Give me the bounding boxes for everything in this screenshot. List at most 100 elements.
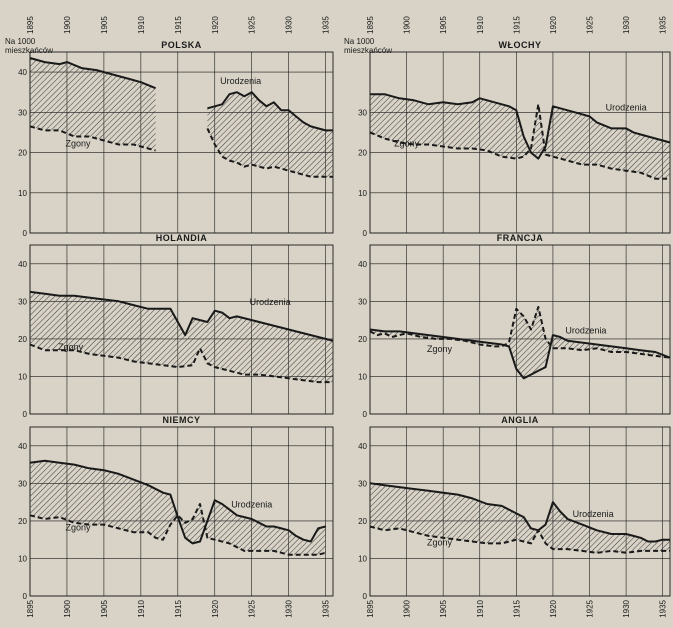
x-tick-label: 1895 [26, 16, 35, 34]
panel-title: WŁOCHY [499, 40, 542, 50]
hatched-area [207, 92, 333, 177]
panel-title: POLSKA [161, 40, 202, 50]
series-label: Urodzenia [231, 500, 272, 510]
y-tick-label: 10 [18, 554, 27, 563]
hatched-area [30, 291, 333, 383]
y-tick-label: 0 [363, 410, 368, 419]
y-tick-label: 0 [23, 410, 28, 419]
series-label: Zgony [427, 344, 453, 354]
series-label: Zgony [58, 342, 84, 352]
series-line-zgony [369, 103, 670, 180]
y-tick-label: 10 [18, 189, 27, 198]
x-tick-label: 1925 [586, 16, 595, 34]
series-label: Urodzenia [573, 509, 614, 519]
chart-panel: POLSKA 1895 1900 1905 1910 1915 1920 1925 1930 19… [18, 16, 334, 238]
x-tick-label: 1910 [137, 599, 146, 617]
unit-label-left-line2: mieszkańców [5, 46, 53, 55]
series-label: Zgony [66, 522, 92, 532]
x-tick-label: 1925 [586, 599, 595, 617]
y-tick-label: 0 [363, 592, 368, 601]
y-tick-label: 10 [18, 372, 27, 381]
x-tick-label: 1905 [439, 16, 448, 34]
x-tick-label: 1925 [248, 599, 257, 617]
hatched-area [370, 94, 670, 179]
unit-label-right-line1: Na 1000 [344, 37, 375, 46]
x-tick-label: 1920 [211, 16, 220, 34]
x-tick-label: 1935 [322, 16, 331, 34]
series-label: Urodzenia [565, 325, 606, 335]
y-tick-label: 20 [358, 517, 367, 526]
y-tick-label: 30 [358, 297, 367, 306]
y-tick-label: 0 [363, 229, 368, 238]
x-tick-label: 1900 [63, 599, 72, 617]
series-label: Urodzenia [606, 102, 647, 112]
x-tick-label: 1915 [512, 16, 521, 34]
x-tick-label: 1930 [285, 599, 294, 617]
panel-title: FRANCJA [497, 233, 544, 243]
y-tick-label: 30 [18, 297, 27, 306]
x-tick-label: 1930 [622, 599, 631, 617]
panel-title: NIEMCY [162, 415, 200, 425]
series-line-zgony [369, 306, 671, 359]
y-tick-label: 30 [18, 479, 27, 488]
y-tick-label: 10 [358, 372, 367, 381]
chart-panels: POLSKA 1895 1900 1905 1910 1915 1920 1925 1930 19… [18, 16, 671, 618]
x-tick-label: 1910 [476, 599, 485, 617]
y-tick-label: 40 [18, 442, 27, 451]
x-tick-label: 1915 [174, 599, 183, 617]
series-line-zgony [369, 525, 670, 554]
x-tick-label: 1905 [100, 599, 109, 617]
series-label: Zgony [66, 139, 92, 149]
y-tick-label: 20 [18, 517, 27, 526]
chart-panel: NIEMCY 1895 1900 1905 1910 1915 1920 1925 1930 19… [18, 415, 334, 618]
chart-panel: HOLANDIA 0 10 20 30 40 Urodzenia Zgony [18, 233, 334, 419]
chart-panel: FRANCJA 0 10 20 30 40 Urodzenia Zgony [358, 233, 671, 419]
series-label: Urodzenia [220, 76, 261, 86]
y-tick-label: 20 [358, 335, 367, 344]
y-tick-label: 30 [358, 479, 367, 488]
x-tick-label: 1900 [403, 599, 412, 617]
series-line-urodzenia [29, 459, 326, 545]
x-tick-label: 1935 [322, 599, 331, 617]
y-tick-label: 40 [358, 442, 367, 451]
series-line-zgony [29, 343, 333, 384]
x-tick-label: 1930 [285, 16, 294, 34]
series-line-zgony [29, 503, 326, 556]
y-tick-label: 40 [358, 260, 367, 269]
x-tick-label: 1895 [366, 599, 375, 617]
series-label: Zgony [427, 537, 453, 547]
x-tick-label: 1935 [659, 599, 668, 617]
x-tick-label: 1895 [26, 599, 35, 617]
y-tick-label: 0 [23, 592, 28, 601]
panel-title: HOLANDIA [156, 233, 208, 243]
x-tick-label: 1910 [137, 16, 146, 34]
hatched-area [30, 460, 326, 555]
series-line-zgony [29, 125, 156, 152]
y-tick-label: 30 [358, 108, 367, 117]
x-tick-label: 1935 [659, 16, 668, 34]
y-tick-label: 20 [358, 149, 367, 158]
series-line-urodzenia [207, 91, 333, 132]
x-tick-label: 1925 [248, 16, 257, 34]
x-tick-label: 1900 [63, 16, 72, 34]
chart-panel: WŁOCHY 1895 1900 1905 1910 1915 1920 1925 1930 19… [358, 16, 671, 238]
series-line-urodzenia [370, 93, 671, 160]
x-tick-label: 1905 [100, 16, 109, 34]
x-tick-label: 1910 [476, 16, 485, 34]
series-label: Urodzenia [250, 297, 291, 307]
hatched-area [370, 307, 670, 379]
x-tick-label: 1915 [174, 16, 183, 34]
series-label: Zgony [394, 139, 420, 149]
hatched-area [30, 58, 156, 151]
hatched-area [370, 483, 670, 553]
y-tick-label: 10 [358, 554, 367, 563]
series-line-urodzenia [369, 328, 671, 380]
y-tick-label: 0 [23, 229, 28, 238]
series-line-urodzenia [29, 57, 156, 90]
y-tick-label: 30 [18, 108, 27, 117]
x-tick-label: 1905 [439, 599, 448, 617]
x-tick-label: 1895 [366, 16, 375, 34]
series-line-urodzenia [29, 290, 334, 342]
chart-panel: ANGLIA 1895 1900 1905 1910 1915 1920 1925 1930 19… [358, 415, 671, 618]
